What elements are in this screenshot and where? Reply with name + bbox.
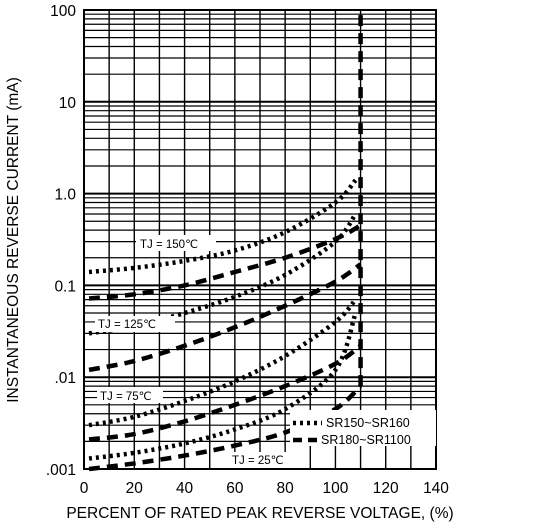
series-layer: [88, 10, 363, 472]
y-axis-title: INSTANTANEOUS REVERSE CURRENT (mA): [5, 77, 22, 403]
legend: SR150~SR160 SR180~SR1100: [290, 410, 436, 447]
annotation-tj-125: TJ = 125℃: [98, 319, 156, 331]
x-tick-label: 80: [277, 480, 295, 497]
series-line-dashed-tj-125: [88, 262, 362, 373]
x-tick-label: 20: [126, 480, 144, 497]
legend-label-sr180-sr1100: SR180~SR1100: [321, 433, 411, 447]
tick-labels: 0 20 40 60 80 100 120 140 .001 .01 0.1 1.0 10 100: [46, 3, 449, 497]
series-line-dotted-tj-150: [88, 178, 358, 275]
y-tick-label: .001: [46, 462, 76, 479]
series-line-dashed-tj-75: [88, 343, 362, 442]
x-axis-title: PERCENT OF RATED PEAK REVERSE VOLTAGE, (…: [66, 505, 453, 522]
plot-frame: [83, 9, 437, 470]
x-tick-label: 40: [176, 480, 194, 497]
annotation-tj-75: TJ = 75℃: [100, 391, 152, 403]
annotation-tj-150: TJ = 150℃: [140, 239, 198, 251]
annotation-tj-25: TJ = 25℃: [232, 455, 284, 467]
y-tick-label: 100: [50, 3, 76, 20]
legend-label-sr150-sr160: SR150~SR160: [326, 416, 410, 430]
series-line-dashed-tj-150: [88, 223, 362, 301]
y-tick-label: .01: [54, 370, 76, 387]
x-tick-label: 120: [373, 480, 399, 497]
x-tick-label: 140: [423, 480, 449, 497]
annotations: TJ = 150℃ TJ = 125℃ TJ = 75℃ TJ = 25℃: [95, 235, 296, 468]
x-tick-label: 100: [322, 480, 348, 497]
x-tick-label: 0: [80, 480, 89, 497]
y-tick-label: 0.1: [54, 278, 76, 295]
series-line-dotted-tj-25: [88, 312, 358, 461]
x-tick-label: 60: [226, 480, 244, 497]
y-tick-label: 10: [59, 95, 77, 112]
y-tick-label: 1.0: [54, 187, 76, 204]
series-line-dashed-tj-25: [88, 384, 363, 472]
